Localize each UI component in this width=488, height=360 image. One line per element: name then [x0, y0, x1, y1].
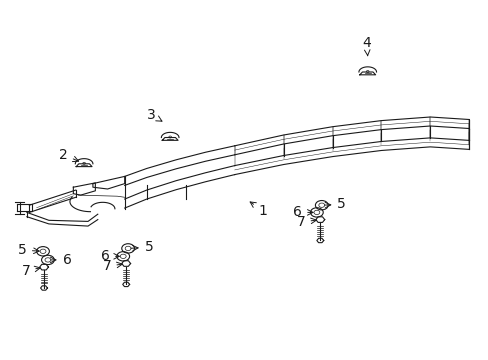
- Text: 6: 6: [50, 253, 71, 267]
- Text: 5: 5: [18, 243, 39, 257]
- Text: 7: 7: [102, 260, 122, 273]
- Text: 3: 3: [147, 108, 162, 122]
- Text: 7: 7: [21, 264, 40, 278]
- Text: 6: 6: [293, 206, 312, 219]
- Text: 2: 2: [59, 148, 79, 162]
- Text: 7: 7: [296, 215, 316, 229]
- Text: 6: 6: [101, 249, 119, 263]
- Text: 4: 4: [362, 36, 370, 56]
- Text: 5: 5: [131, 240, 153, 254]
- Text: 5: 5: [324, 198, 346, 211]
- Text: 1: 1: [250, 202, 267, 217]
